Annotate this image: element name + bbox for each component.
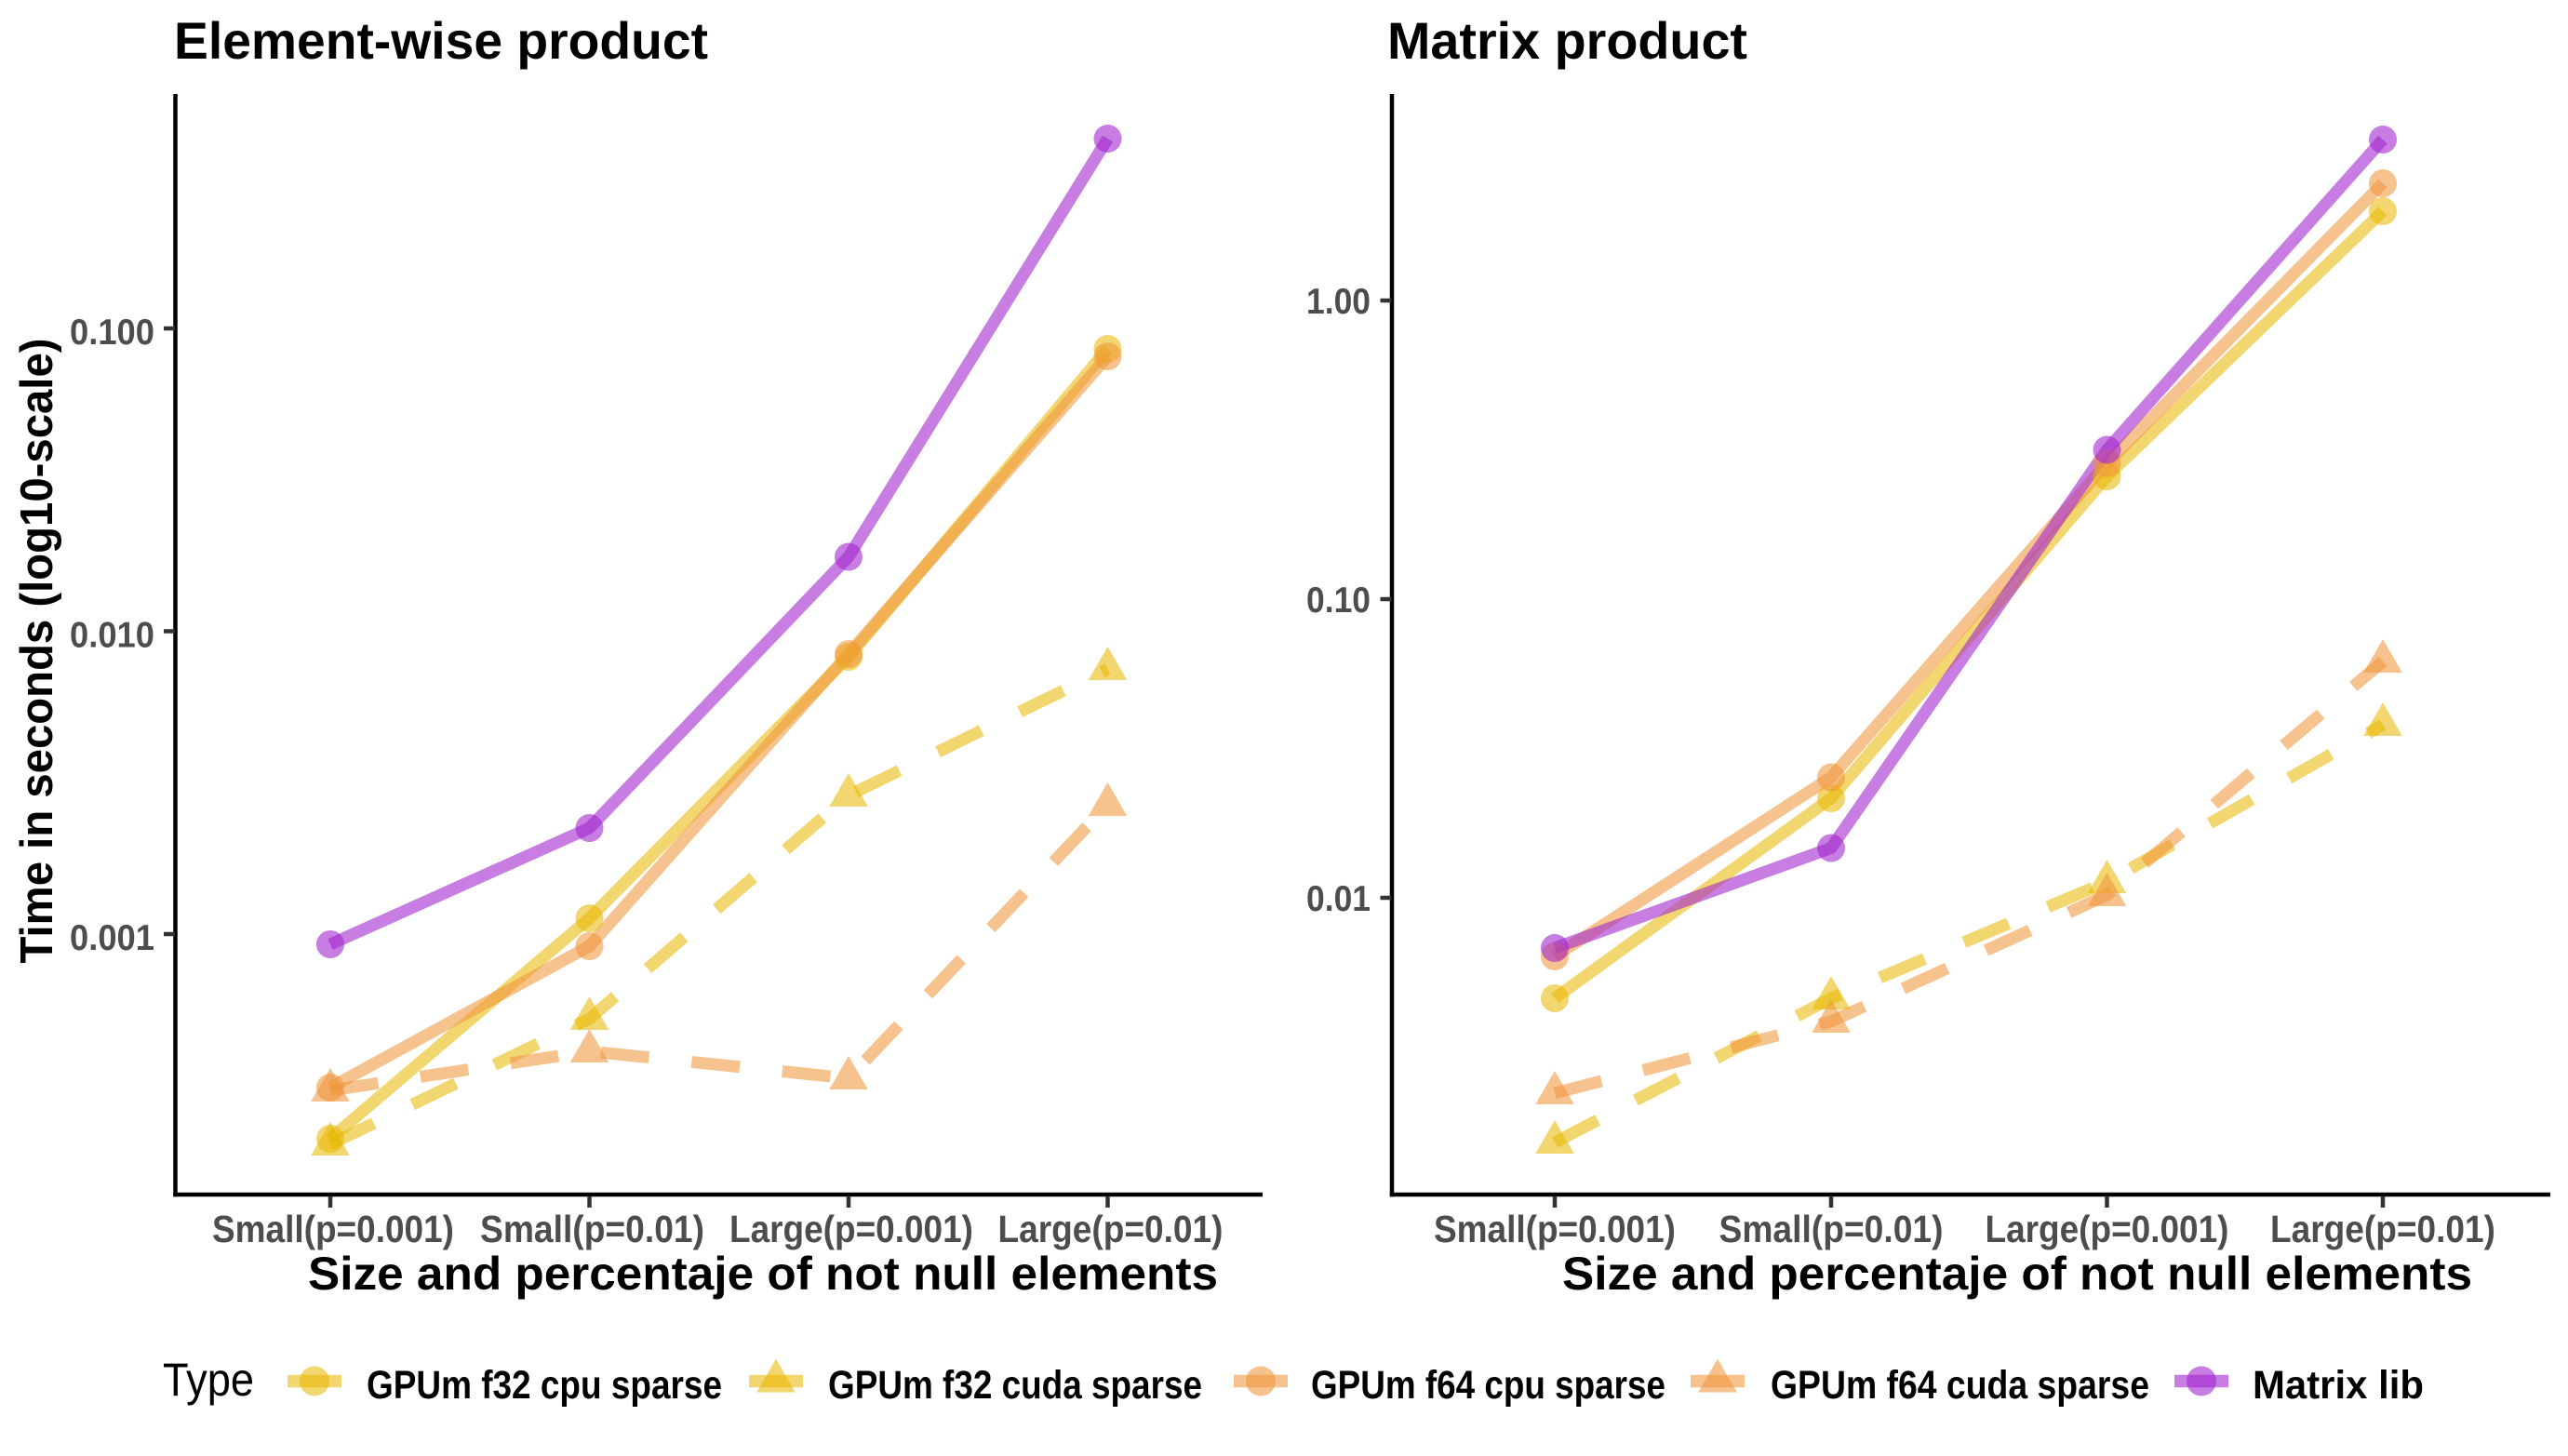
svg-text:Small(p=0.01): Small(p=0.01)	[1719, 1208, 1944, 1250]
svg-text:GPUm f32 cpu sparse: GPUm f32 cpu sparse	[367, 1363, 722, 1408]
svg-text:Small(p=0.001): Small(p=0.001)	[1434, 1208, 1676, 1250]
svg-text:Time in seconds (log10-scale): Time in seconds (log10-scale)	[12, 339, 62, 964]
svg-text:1.00: 1.00	[1306, 282, 1371, 322]
svg-text:Matrix lib: Matrix lib	[2253, 1363, 2424, 1408]
svg-text:GPUm f64 cuda sparse: GPUm f64 cuda sparse	[1771, 1363, 2149, 1408]
svg-text:Large(p=0.001): Large(p=0.001)	[729, 1208, 973, 1250]
svg-text:Large(p=0.01): Large(p=0.01)	[2270, 1208, 2495, 1250]
svg-text:Small(p=0.001): Small(p=0.001)	[212, 1208, 454, 1250]
svg-text:Large(p=0.001): Large(p=0.001)	[1986, 1208, 2229, 1250]
svg-text:Large(p=0.01): Large(p=0.01)	[998, 1208, 1224, 1250]
svg-text:0.010: 0.010	[70, 616, 154, 656]
svg-text:Element-wise product: Element-wise product	[174, 11, 708, 70]
svg-text:0.10: 0.10	[1306, 581, 1371, 621]
svg-text:0.100: 0.100	[70, 313, 154, 353]
svg-text:Size and percentaje of not nul: Size and percentaje of not null elements	[1562, 1248, 2472, 1300]
svg-text:Size and percentaje of not nul: Size and percentaje of not null elements	[308, 1248, 1218, 1300]
svg-text:Type: Type	[163, 1354, 254, 1406]
svg-text:GPUm f32 cuda sparse: GPUm f32 cuda sparse	[828, 1363, 1202, 1408]
svg-text:Matrix product: Matrix product	[1387, 11, 1747, 70]
svg-text:Small(p=0.01): Small(p=0.01)	[480, 1208, 704, 1250]
svg-text:0.01: 0.01	[1306, 879, 1371, 919]
svg-text:GPUm f64 cpu sparse: GPUm f64 cpu sparse	[1311, 1363, 1665, 1408]
svg-text:0.001: 0.001	[70, 918, 154, 958]
